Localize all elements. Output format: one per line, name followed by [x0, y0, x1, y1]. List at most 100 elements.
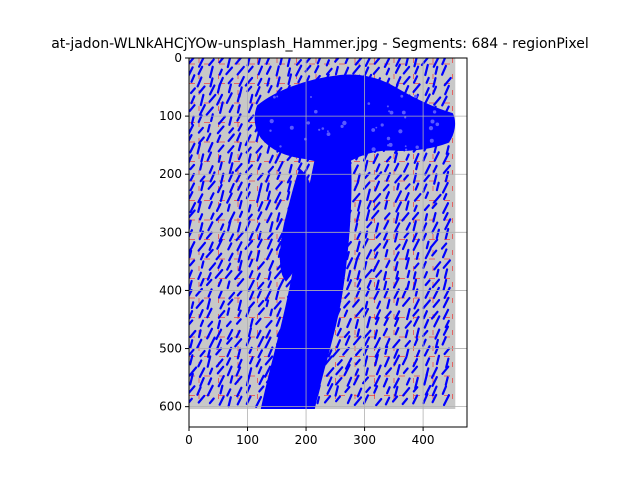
segment-outline	[406, 269, 411, 279]
segment-outline	[434, 65, 439, 75]
segment-outline	[374, 222, 380, 234]
segment-outline	[264, 336, 272, 349]
segment-outline	[199, 222, 204, 233]
segment-outline	[353, 374, 360, 386]
segment-outline	[215, 328, 223, 341]
segment-outline	[206, 272, 212, 281]
segment-outline	[413, 262, 420, 270]
segment-outline	[265, 173, 271, 183]
segment-outline	[441, 64, 447, 76]
segment-outline	[225, 66, 234, 76]
segment-outline	[393, 152, 398, 164]
segment-gap	[380, 123, 384, 127]
segment-outline	[424, 247, 432, 260]
segment-outline	[392, 339, 401, 349]
segment-outline	[227, 298, 234, 306]
segment-outline	[423, 204, 430, 212]
segment-outline	[412, 238, 420, 251]
segment-outline	[265, 319, 273, 329]
segment-outline	[394, 190, 402, 203]
segment-outline	[365, 249, 373, 260]
segment-outline	[189, 372, 194, 386]
segment-outline	[433, 315, 441, 328]
segment-outline	[441, 58, 447, 66]
segment-outline	[356, 240, 361, 253]
segment-gap	[428, 126, 434, 131]
segment-outline	[383, 231, 389, 241]
segment-outline	[216, 83, 221, 94]
segment-outline	[265, 199, 272, 211]
segment-outline	[196, 142, 202, 155]
segment-outline	[257, 211, 263, 220]
segment-outline	[267, 280, 272, 289]
segment-outline	[228, 151, 233, 164]
segment-outline	[198, 213, 204, 221]
segment-outline	[255, 395, 263, 408]
segment-outline	[198, 230, 205, 241]
segment-outline	[354, 368, 360, 376]
segment-outline	[396, 182, 400, 191]
segment-outline	[423, 345, 431, 357]
segment-gap	[404, 116, 407, 119]
segment-outline	[225, 92, 233, 104]
segment-outline	[405, 58, 409, 67]
segment-outline	[405, 222, 411, 231]
segment-outline	[405, 347, 410, 358]
segment-outline	[248, 301, 255, 310]
segment-outline	[342, 346, 350, 356]
segment-outline	[274, 151, 282, 164]
segment-outline	[394, 310, 401, 320]
segment-outline	[442, 325, 450, 336]
segment-outline	[206, 307, 213, 319]
segment-outline	[248, 231, 255, 242]
segment-outline	[198, 104, 206, 116]
segment-outline	[402, 297, 411, 307]
segment-outline	[443, 268, 449, 279]
segment-outline	[207, 180, 216, 190]
segment-outline	[235, 231, 244, 242]
segment-outline	[228, 252, 234, 262]
segment-outline	[199, 93, 205, 107]
x-tick-label: 300	[353, 433, 376, 447]
segment-outline	[343, 309, 349, 318]
segment-outline	[441, 95, 448, 107]
segment-outline	[267, 232, 274, 240]
segment-gap	[429, 138, 434, 143]
segment-outline	[346, 269, 352, 282]
segment-outline	[412, 220, 417, 232]
segment-outline	[335, 339, 341, 349]
segment-outline	[269, 221, 274, 233]
segment-outline	[344, 292, 350, 299]
segment-outline	[431, 393, 438, 404]
segment-outline	[266, 248, 274, 261]
segment-outline	[429, 238, 439, 249]
segment-outline	[443, 347, 451, 356]
segment-outline	[365, 367, 369, 376]
segment-outline	[384, 337, 391, 349]
segment-outline	[265, 329, 272, 339]
segment-outline	[238, 199, 243, 210]
segment-outline	[206, 384, 214, 397]
segment-outline	[411, 211, 420, 221]
segment-gap	[400, 94, 404, 98]
segment-outline	[276, 212, 281, 223]
segment-outline	[216, 93, 224, 106]
segment-outline	[374, 180, 381, 192]
segment-outline	[435, 268, 440, 278]
segment-outline	[200, 260, 205, 269]
segment-outline	[190, 95, 196, 105]
segment-outline	[402, 367, 409, 374]
segment-outline	[442, 296, 450, 309]
y-tick-label: 100	[159, 109, 182, 123]
segment-outline	[273, 300, 282, 310]
segment-outline	[442, 164, 452, 175]
segment-outline	[393, 317, 400, 327]
segment-outline	[265, 299, 270, 308]
segment-outline	[248, 290, 255, 301]
segment-outline	[208, 84, 216, 96]
segment-outline	[403, 231, 410, 239]
segment-outline	[235, 58, 242, 65]
segment-outline	[373, 58, 381, 65]
segment-outline	[216, 125, 225, 135]
segment-outline	[355, 307, 364, 318]
